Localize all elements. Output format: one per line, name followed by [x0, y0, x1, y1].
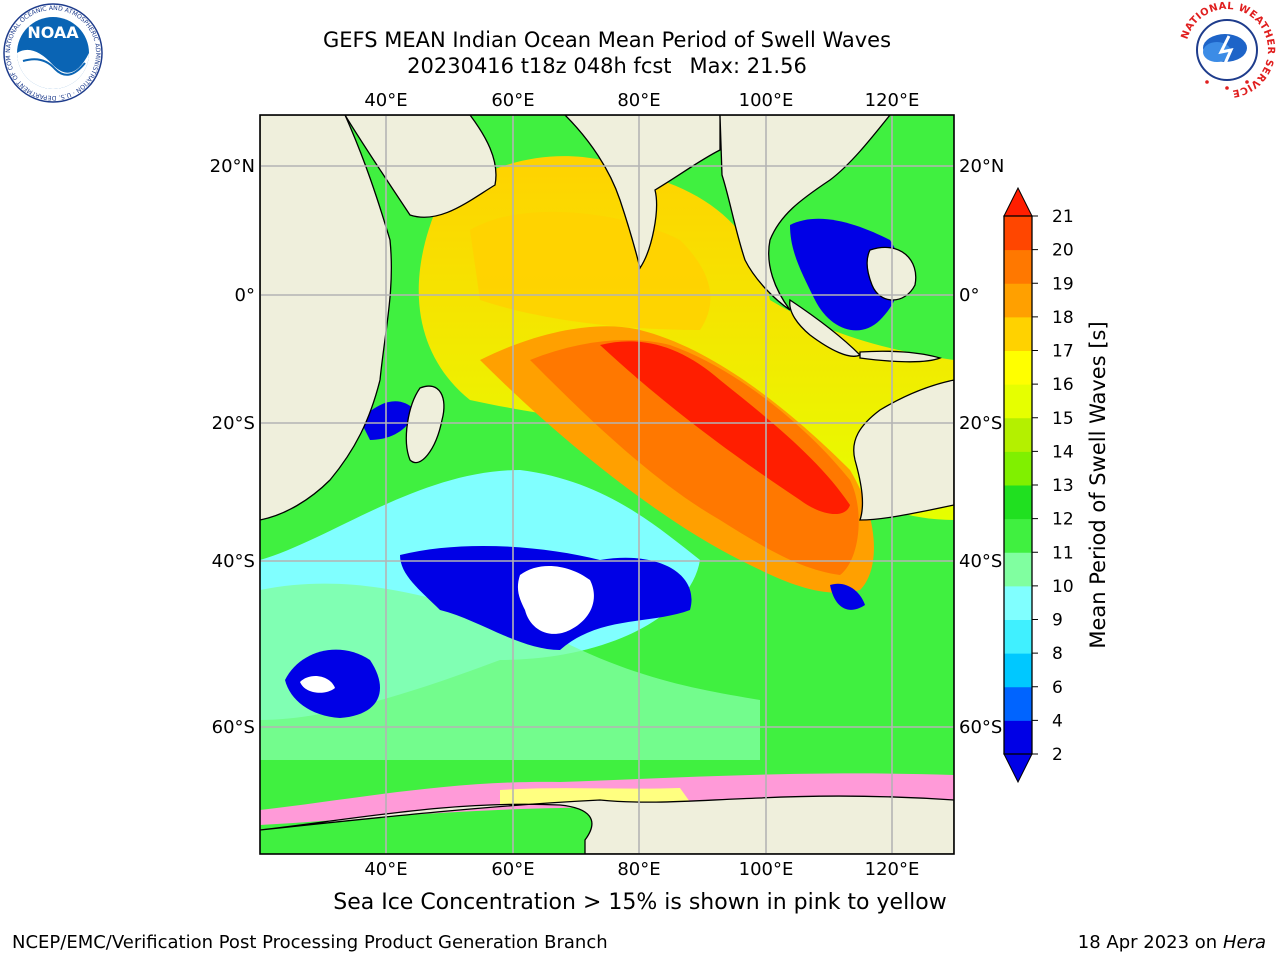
colorbar-segment [1004, 585, 1032, 620]
colorbar-tick-label: 10 [1052, 577, 1074, 597]
lon-label-top: 60°E [491, 90, 534, 111]
lon-label-bottom: 40°E [364, 859, 407, 880]
colorbar-extend-max [1003, 186, 1033, 217]
colorbar-tick-label: 15 [1052, 409, 1074, 429]
southeast-asia [719, 115, 891, 311]
lon-label-top: 80°E [617, 90, 660, 111]
colorbar-segment [1004, 283, 1032, 318]
antarctica [260, 795, 954, 854]
colorbar-segment [1004, 216, 1032, 251]
lat-label-right: 20°S [959, 413, 1002, 434]
forecast-run: 20230416 t18z 048h fcst [407, 54, 672, 78]
lat-label-right: 60°S [959, 717, 1002, 738]
colorbar-tick-label: 4 [1052, 711, 1063, 731]
colorbar-tick-label: 9 [1052, 611, 1063, 631]
east-africa [260, 115, 392, 521]
colorbar-tick-label: 8 [1052, 644, 1063, 664]
land [260, 115, 954, 854]
lat-label-left: 20°N [210, 156, 255, 177]
colorbar-segment [1004, 653, 1032, 688]
graticule [260, 115, 954, 854]
nws-logo: NATIONAL WEATHER SERVICE [1179, 1, 1276, 99]
lat-label-left: 40°S [212, 551, 255, 572]
lat-label-left: 0° [235, 285, 255, 306]
colorbar-tick-label: 6 [1052, 678, 1063, 698]
lat-label-right: 20°N [959, 156, 1004, 177]
lat-label-left: 60°S [212, 717, 255, 738]
date-stamp: 18 Apr 2023 on Hera [1078, 932, 1266, 953]
masked-area-central [517, 565, 594, 634]
colorbar-segment [1004, 384, 1032, 419]
lon-label-bottom: 60°E [491, 859, 534, 880]
lon-label-bottom: 80°E [617, 859, 660, 880]
colorbar-segment [1004, 350, 1032, 385]
colorbar-tick-label: 16 [1052, 375, 1074, 395]
noaa-logo: NATIONAL OCEANIC AND ATMOSPHERIC ADMINIS… [3, 3, 103, 103]
colorbar-segment [1004, 417, 1032, 452]
map-subtitle: 20230416 t18z 048h fcst Max: 21.56 [0, 53, 1214, 79]
colorbar-segment [1004, 249, 1032, 284]
lat-label-left: 20°S [212, 413, 255, 434]
colorbar-tick-label: 13 [1052, 476, 1074, 496]
colorbar-tick-label: 20 [1052, 241, 1074, 261]
long-period-plume-mid [530, 340, 859, 575]
lon-label-bottom: 120°E [865, 859, 920, 880]
machine-name: Hera [1222, 932, 1266, 953]
short-period-zone-madagascar [360, 401, 415, 440]
colorbar-segment [1004, 485, 1032, 520]
sumatra [789, 298, 862, 357]
colorbar: 2 4 6 8 9 10 11 12 13 14 15 16 17 18 19 20 21 [1003, 186, 1074, 784]
colorbar-tick-label: 11 [1052, 543, 1074, 563]
short-period-zone-seasia [790, 218, 901, 331]
lon-label-bottom: 100°E [739, 859, 794, 880]
australia [853, 379, 954, 521]
colorbar-extend-min [1003, 753, 1033, 784]
colorbar-tick-label: 21 [1052, 207, 1074, 227]
colorbar-segment [1004, 619, 1032, 654]
colorbar-tick-label: 12 [1052, 510, 1074, 530]
sea-ice-note: Sea Ice Concentration > 15% is shown in … [333, 890, 947, 915]
colorbar-tick-label: 18 [1052, 308, 1074, 328]
long-period-plume-core [600, 341, 850, 515]
colorbar-label: Mean Period of Swell Waves [s] [1086, 321, 1110, 648]
lat-label-right: 40°S [959, 551, 1002, 572]
light-green-zone [260, 583, 760, 760]
lat-label-right: 0° [959, 285, 979, 306]
colorbar-tick-label: 14 [1052, 442, 1074, 462]
map-title: GEFS MEAN Indian Ocean Mean Period of Sw… [322, 28, 892, 52]
credit-line: NCEP/EMC/Verification Post Processing Pr… [12, 932, 608, 953]
colorbar-segment [1004, 552, 1032, 587]
date-text: 18 Apr 2023 on [1077, 932, 1218, 953]
colorbar-segment [1004, 518, 1032, 553]
colorbar-segment [1004, 720, 1032, 755]
colorbar-segment [1004, 316, 1032, 351]
sea-ice-yellow [500, 788, 690, 805]
map-frame [259, 114, 955, 855]
max-value: Max: 21.56 [689, 54, 807, 78]
lon-label-top: 100°E [739, 90, 794, 111]
masked-area-west [300, 676, 335, 693]
java [859, 350, 942, 363]
lon-label-top: 40°E [364, 90, 407, 111]
colorbar-tick-label: 19 [1052, 274, 1074, 294]
colorbar-tick-label: 2 [1052, 745, 1063, 765]
lon-label-top: 120°E [865, 90, 920, 111]
noaa-logo-text: NOAA [27, 23, 79, 42]
india [564, 115, 721, 270]
colorbar-segment [1004, 451, 1032, 486]
short-period-zone-east [830, 583, 865, 610]
colorbar-tick-label: 17 [1052, 342, 1074, 362]
colorbar-segment [1004, 686, 1032, 721]
